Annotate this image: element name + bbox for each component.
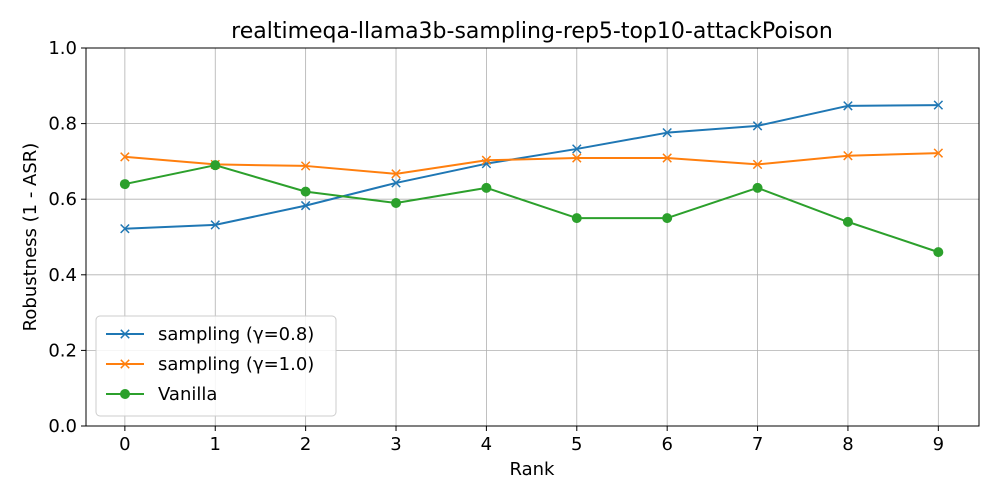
data-point <box>300 200 311 211</box>
legend-box <box>95 315 337 417</box>
plot-frame <box>85 47 980 427</box>
series-layer <box>119 100 944 258</box>
x-tick-label: 6 <box>661 434 672 455</box>
data-point <box>481 155 492 165</box>
x-tick-label: 7 <box>752 434 763 455</box>
legend-item: sampling (γ=0.8) <box>106 324 314 345</box>
data-point <box>572 153 582 163</box>
y-tick-label: 0.2 <box>48 340 77 361</box>
legend: sampling (γ=0.8) sampling (γ=1.0) Vanilla <box>95 315 337 417</box>
data-point <box>481 182 492 193</box>
series-line <box>124 164 939 254</box>
data-point <box>662 153 672 163</box>
y-tick-label: 0.0 <box>48 416 77 437</box>
data-point <box>842 216 853 227</box>
x-tick-label: 3 <box>390 434 401 455</box>
y-tick-label: 1.0 <box>48 38 77 59</box>
legend-marker <box>120 389 130 399</box>
y-axis-label: Robustness (1 - ASR) <box>20 143 41 332</box>
x-tick-label: 2 <box>300 434 311 455</box>
data-point <box>300 161 311 171</box>
legend-item: Vanilla <box>106 384 217 405</box>
data-point <box>662 213 673 224</box>
data-point <box>933 100 944 110</box>
data-point <box>120 223 130 234</box>
data-point <box>119 179 130 190</box>
x-axis-label: Rank <box>510 459 556 480</box>
data-point <box>572 144 582 154</box>
x-tick-label: 0 <box>119 434 130 455</box>
legend-marker <box>120 329 130 339</box>
data-point <box>210 220 220 230</box>
x-tick-label: 5 <box>571 434 582 455</box>
legend-label: Vanilla <box>158 384 217 405</box>
chart-title: realtimeqa-llama3b-sampling-rep5-top10-a… <box>231 19 833 44</box>
data-point <box>843 150 853 161</box>
y-tick-label: 0.6 <box>48 189 77 210</box>
legend-marker <box>120 359 130 369</box>
legend-label: sampling (γ=0.8) <box>158 324 314 345</box>
data-point <box>210 160 221 171</box>
data-point <box>933 247 944 258</box>
data-point <box>391 197 402 208</box>
data-point <box>391 169 401 179</box>
legend-label: sampling (γ=1.0) <box>158 354 314 375</box>
data-point <box>120 152 130 162</box>
data-point <box>300 186 311 197</box>
data-point <box>752 182 763 193</box>
data-point <box>662 127 672 138</box>
data-point <box>391 178 401 188</box>
data-point <box>752 159 763 170</box>
y-tick-label: 0.4 <box>48 265 77 286</box>
y-tick-label: 0.8 <box>48 114 77 135</box>
data-point <box>843 101 853 111</box>
data-point <box>752 121 763 131</box>
axes: 0 1 2 3 4 5 6 7 8 9 0.0 0.2 0.4 0.6 0.8 1.0 <box>48 38 944 455</box>
x-tick-label: 1 <box>210 434 221 455</box>
data-point <box>933 148 944 158</box>
series-2 <box>119 160 944 258</box>
x-tick-label: 4 <box>481 434 492 455</box>
x-tick-label: 9 <box>933 434 944 455</box>
legend-item: sampling (γ=1.0) <box>106 354 314 375</box>
series-line <box>124 104 939 230</box>
data-point <box>571 213 582 224</box>
series-line <box>124 152 939 175</box>
x-tick-label: 8 <box>842 434 853 455</box>
